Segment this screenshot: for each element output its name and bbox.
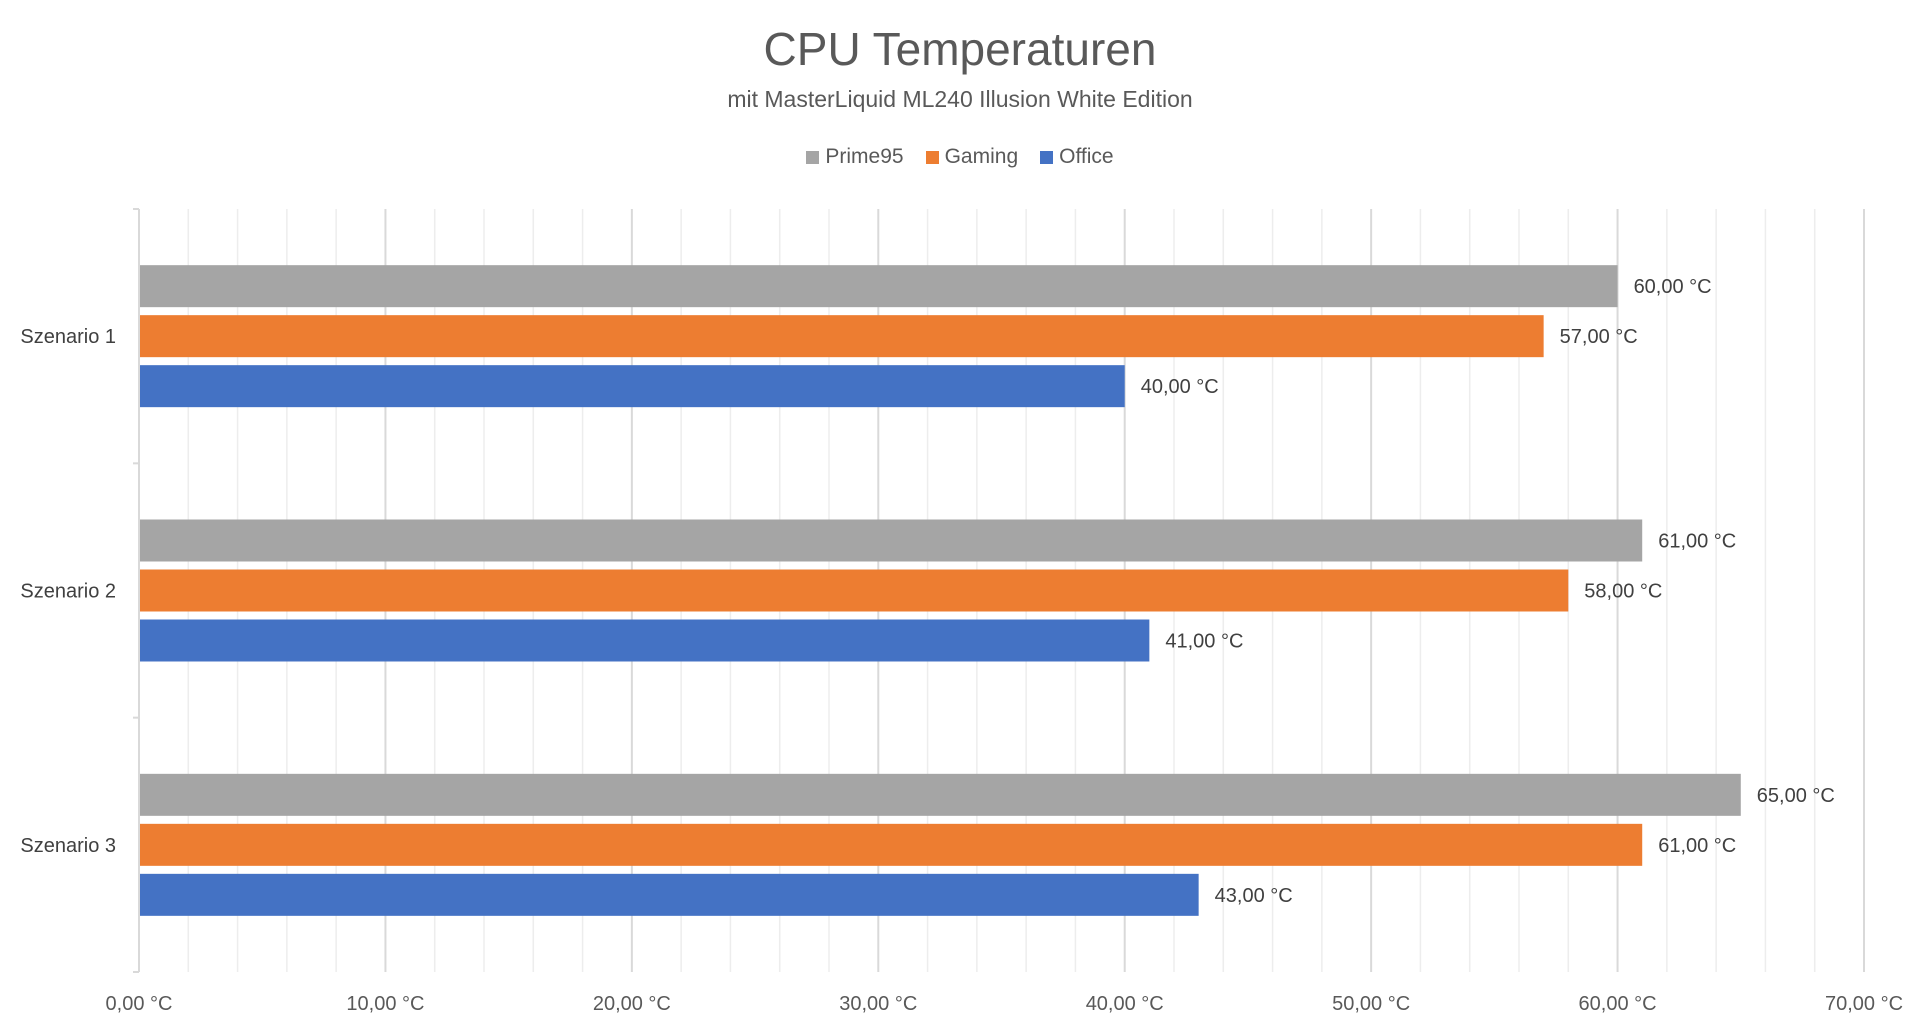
bar-office-2 [140,619,1150,662]
data-label: 60,00 °C [1634,276,1712,298]
bar-office-3 [140,873,1199,916]
x-tick-label: 20,00 °C [593,993,671,1015]
bar-gaming-3 [140,823,1643,866]
bar-gaming-2 [140,569,1569,612]
legend: Prime95 Gaming Office [0,145,1920,169]
x-tick-label: 30,00 °C [839,993,917,1015]
x-tick-label: 50,00 °C [1332,993,1410,1015]
chart-title: CPU Temperaturen [763,23,1157,75]
legend-item-office: Office [1040,145,1114,169]
x-tick-label: 70,00 °C [1825,993,1903,1015]
legend-label: Office [1059,145,1114,168]
data-label: 41,00 °C [1165,631,1243,653]
x-tick-label: 10,00 °C [346,993,424,1015]
legend-item-gaming: Gaming [925,145,1019,169]
legend-swatch [925,150,939,164]
bar-prime95-1 [140,265,1618,308]
bar-gaming-1 [140,315,1544,358]
legend-label: Gaming [944,145,1019,168]
data-label: 61,00 °C [1658,531,1736,553]
data-label: 40,00 °C [1141,376,1219,398]
category-label: Szenario 1 [20,326,116,348]
bar-prime95-3 [140,773,1741,816]
data-label: 57,00 °C [1560,326,1638,348]
legend-swatch [806,150,820,164]
chart-subtitle: mit MasterLiquid ML240 Illusion White Ed… [727,86,1193,112]
bar-office-1 [140,365,1125,408]
legend-swatch [1040,150,1054,164]
data-label: 65,00 °C [1757,785,1835,807]
x-tick-label: 60,00 °C [1579,993,1657,1015]
data-label: 61,00 °C [1658,835,1736,857]
legend-item-prime95: Prime95 [806,145,904,169]
data-label: 58,00 °C [1584,581,1662,603]
bar-prime95-2 [140,519,1643,562]
category-label: Szenario 2 [20,581,116,603]
category-label: Szenario 3 [20,835,116,857]
x-tick-label: 0,00 °C [106,993,173,1015]
x-tick-label: 40,00 °C [1086,993,1164,1015]
data-label: 43,00 °C [1215,885,1293,907]
legend-label: Prime95 [825,145,904,168]
